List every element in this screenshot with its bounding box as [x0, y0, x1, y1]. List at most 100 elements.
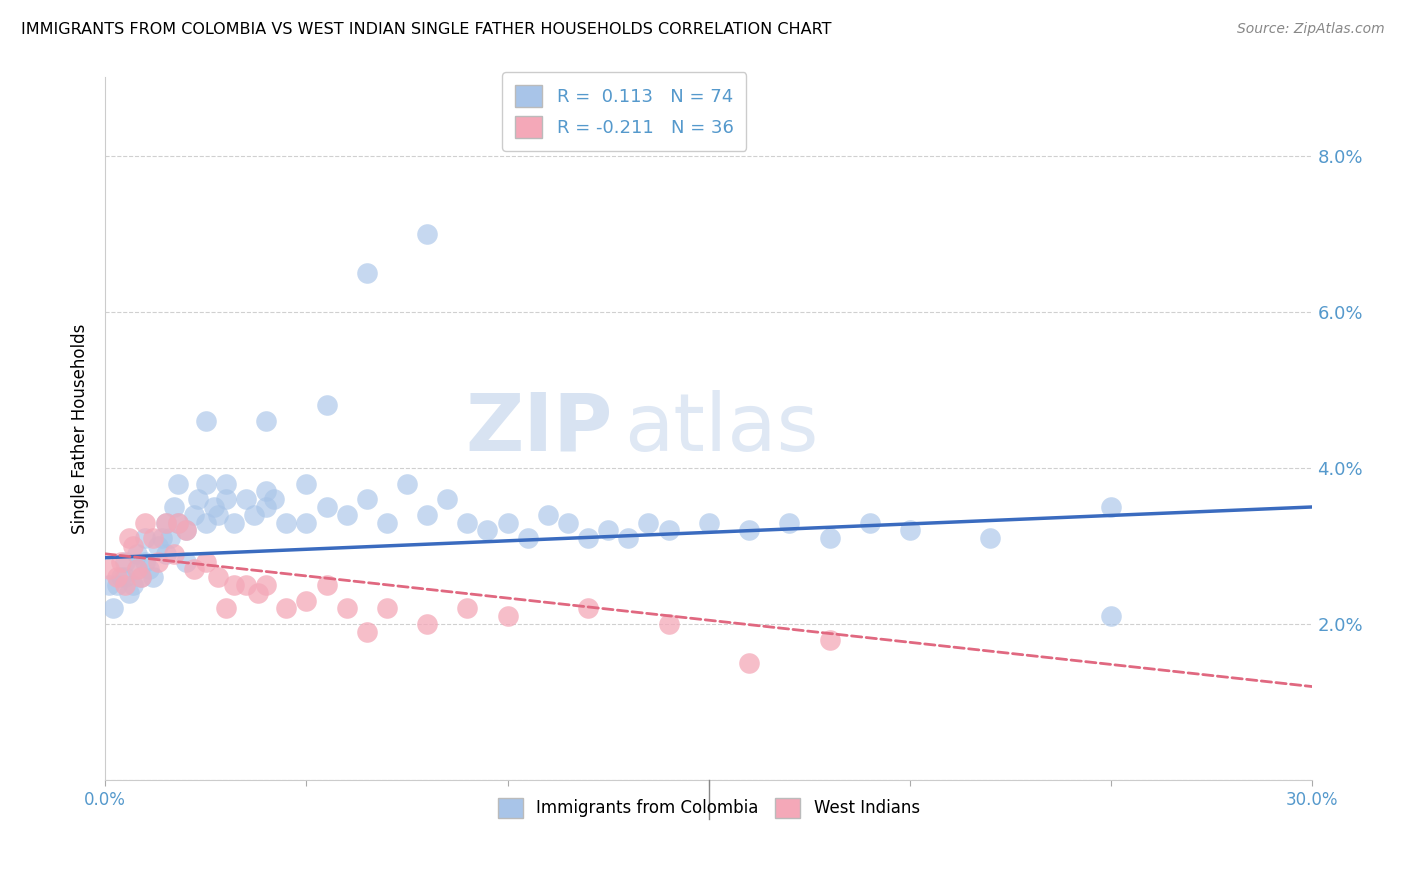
Point	[134, 555, 156, 569]
Point	[295, 593, 318, 607]
Point	[979, 531, 1001, 545]
Point	[131, 570, 153, 584]
Point	[375, 516, 398, 530]
Point	[637, 516, 659, 530]
Point	[127, 562, 149, 576]
Point	[118, 531, 141, 545]
Point	[134, 531, 156, 545]
Point	[222, 578, 245, 592]
Legend: Immigrants from Colombia, West Indians: Immigrants from Colombia, West Indians	[491, 791, 927, 825]
Point	[142, 570, 165, 584]
Point	[496, 516, 519, 530]
Point	[617, 531, 640, 545]
Point	[114, 578, 136, 592]
Point	[194, 476, 217, 491]
Point	[477, 524, 499, 538]
Point	[356, 624, 378, 639]
Point	[395, 476, 418, 491]
Point	[276, 601, 298, 615]
Point	[254, 414, 277, 428]
Point	[127, 547, 149, 561]
Point	[243, 508, 266, 522]
Point	[336, 508, 359, 522]
Point	[738, 656, 761, 670]
Point	[202, 500, 225, 514]
Point	[122, 578, 145, 592]
Point	[235, 492, 257, 507]
Point	[222, 516, 245, 530]
Point	[162, 500, 184, 514]
Point	[416, 617, 439, 632]
Point	[496, 609, 519, 624]
Point	[155, 547, 177, 561]
Point	[356, 492, 378, 507]
Point	[98, 578, 121, 592]
Point	[105, 570, 128, 584]
Point	[174, 555, 197, 569]
Point	[336, 601, 359, 615]
Point	[122, 539, 145, 553]
Point	[1099, 500, 1122, 514]
Point	[818, 632, 841, 647]
Point	[131, 570, 153, 584]
Point	[114, 570, 136, 584]
Point	[1099, 609, 1122, 624]
Point	[516, 531, 538, 545]
Point	[174, 524, 197, 538]
Text: ZIP: ZIP	[465, 390, 612, 468]
Point	[110, 555, 132, 569]
Point	[576, 601, 599, 615]
Point	[375, 601, 398, 615]
Text: Source: ZipAtlas.com: Source: ZipAtlas.com	[1237, 22, 1385, 37]
Point	[114, 555, 136, 569]
Point	[263, 492, 285, 507]
Point	[598, 524, 620, 538]
Point	[194, 414, 217, 428]
Point	[778, 516, 800, 530]
Text: atlas: atlas	[624, 390, 818, 468]
Point	[166, 476, 188, 491]
Point	[658, 617, 681, 632]
Point	[103, 601, 125, 615]
Point	[110, 570, 132, 584]
Point	[818, 531, 841, 545]
Point	[207, 570, 229, 584]
Point	[456, 516, 478, 530]
Point	[207, 508, 229, 522]
Point	[159, 531, 181, 545]
Y-axis label: Single Father Households: Single Father Households	[72, 324, 89, 534]
Point	[215, 601, 238, 615]
Point	[187, 492, 209, 507]
Point	[235, 578, 257, 592]
Point	[194, 516, 217, 530]
Point	[215, 492, 238, 507]
Point	[254, 484, 277, 499]
Point	[194, 555, 217, 569]
Point	[254, 578, 277, 592]
Point	[276, 516, 298, 530]
Point	[738, 524, 761, 538]
Point	[98, 562, 121, 576]
Point	[118, 586, 141, 600]
Point	[150, 531, 173, 545]
Point	[155, 516, 177, 530]
Point	[166, 516, 188, 530]
Point	[138, 562, 160, 576]
Point	[174, 524, 197, 538]
Point	[146, 539, 169, 553]
Point	[315, 578, 337, 592]
Point	[183, 508, 205, 522]
Point	[557, 516, 579, 530]
Point	[183, 562, 205, 576]
Point	[247, 586, 270, 600]
Point	[254, 500, 277, 514]
Point	[155, 516, 177, 530]
Point	[295, 516, 318, 530]
Point	[162, 547, 184, 561]
Point	[658, 524, 681, 538]
Point	[315, 399, 337, 413]
Point	[105, 578, 128, 592]
Text: IMMIGRANTS FROM COLOMBIA VS WEST INDIAN SINGLE FATHER HOUSEHOLDS CORRELATION CHA: IMMIGRANTS FROM COLOMBIA VS WEST INDIAN …	[21, 22, 831, 37]
Point	[859, 516, 882, 530]
Point	[142, 531, 165, 545]
